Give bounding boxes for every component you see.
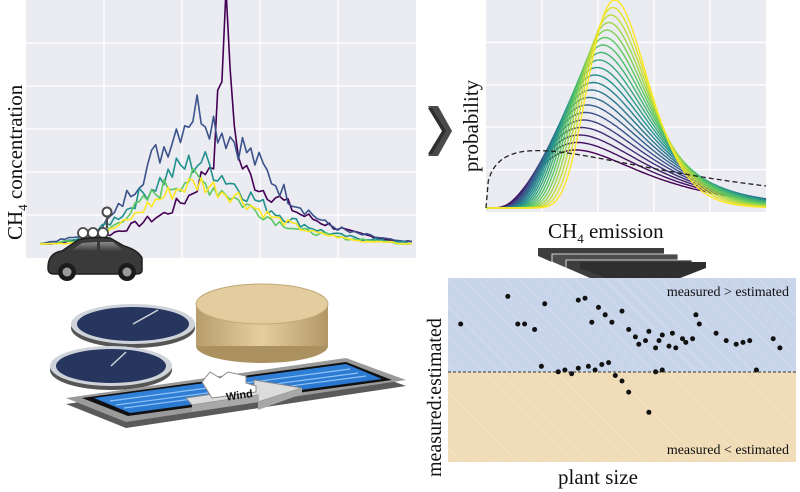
probability-axis-label: probability <box>459 79 483 172</box>
scatter-point <box>575 297 581 303</box>
scatter-point <box>683 339 689 345</box>
scatter-point <box>626 327 632 332</box>
scatter-point <box>626 389 632 395</box>
sensor-mast-icon <box>77 206 113 239</box>
scatter-point <box>532 327 538 332</box>
prior-dashed-line <box>485 149 767 209</box>
ratio-axis-label: measured:estimated <box>424 318 446 477</box>
scatter-point <box>673 345 679 351</box>
scatter-point <box>646 328 652 334</box>
scatter-point <box>740 339 746 345</box>
scatter-point <box>569 371 575 377</box>
wind-arrow-icon: Wind <box>185 371 303 412</box>
scatter-point <box>596 304 601 310</box>
under-estimate-label: measured < estimated <box>667 443 789 458</box>
probability-series-line <box>486 51 767 209</box>
scatter-point <box>646 409 652 415</box>
probability-panel <box>485 0 767 212</box>
scatter-points <box>458 293 783 415</box>
scatter-point <box>653 369 659 375</box>
scatter-point <box>562 367 568 373</box>
scatter-point <box>505 293 511 299</box>
scatter-point <box>602 312 608 318</box>
scatter-point <box>592 367 598 373</box>
probability-series-line <box>486 59 767 209</box>
scatter-point <box>643 338 648 344</box>
scatter-point <box>522 321 528 327</box>
scatter-point <box>690 336 696 342</box>
digester-tank <box>195 283 329 363</box>
concentration-axis-label: CH4 concentration <box>3 84 30 240</box>
probability-series-line <box>486 0 767 209</box>
scatter-point <box>585 363 591 369</box>
scatter-point <box>575 365 581 371</box>
scatter-point <box>619 308 625 314</box>
concentration-panel <box>26 0 416 258</box>
scatter-point <box>612 373 618 378</box>
scatter-point <box>777 345 783 351</box>
ratio-panel: measured > estimated measured < estimate… <box>448 278 796 462</box>
clarifier-tank-upper <box>71 304 195 348</box>
scatter-point <box>636 341 642 347</box>
scatter-point <box>619 378 625 384</box>
wind-label: Wind <box>225 388 253 404</box>
scatter-point <box>723 338 729 344</box>
scatter-point <box>458 321 464 327</box>
scatter-point <box>555 369 561 375</box>
probability-series-line <box>486 44 767 209</box>
size-axis-label: plant size <box>558 465 638 489</box>
car-icon <box>47 206 143 281</box>
scatter-point <box>582 295 588 301</box>
scatter-point <box>659 367 665 373</box>
scatter-point <box>733 341 739 347</box>
scatter-point <box>589 319 595 325</box>
scatter-point <box>747 338 753 344</box>
scatter-point <box>696 321 702 327</box>
clarifier-tank-lower <box>50 346 172 390</box>
scatter-point <box>606 360 612 366</box>
concentration-series-line <box>39 150 413 245</box>
scatter-point <box>515 321 521 327</box>
scatter-point <box>542 301 548 307</box>
scatter-point <box>538 363 544 369</box>
concentration-grid <box>26 0 416 258</box>
scatter-point <box>653 345 659 351</box>
arrow-right-icon <box>428 106 452 156</box>
scatter-point <box>599 362 605 367</box>
scatter-point <box>656 338 662 344</box>
scatter-point <box>659 332 665 338</box>
scatter-point <box>713 330 719 336</box>
scatter-point <box>669 330 675 336</box>
scatter-point <box>609 319 615 325</box>
scatter-point <box>770 336 776 342</box>
over-estimate-label: measured > estimated <box>667 285 789 300</box>
scatter-point <box>693 312 699 318</box>
scatter-point <box>680 336 685 342</box>
probability-series-line <box>486 36 767 209</box>
emission-axis-label: CH4 emission <box>548 219 664 246</box>
scatter-point <box>753 367 759 373</box>
band-hatching <box>448 278 796 462</box>
plant-illustration: Wind <box>50 283 406 428</box>
probability-series <box>485 0 767 209</box>
scatter-point <box>666 343 672 349</box>
scatter-point <box>632 334 638 340</box>
